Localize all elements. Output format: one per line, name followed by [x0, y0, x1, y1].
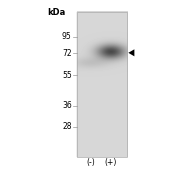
Text: (-): (-)	[86, 158, 95, 167]
Bar	[77, 12, 127, 157]
Bar	[77, 12, 127, 157]
Text: (+): (+)	[104, 158, 117, 167]
Text: 28: 28	[62, 122, 72, 131]
Text: 55: 55	[62, 70, 72, 80]
Text: 95: 95	[62, 32, 72, 41]
Text: 36: 36	[62, 101, 72, 110]
Polygon shape	[128, 49, 134, 56]
Text: 72: 72	[62, 49, 72, 58]
Text: kDa: kDa	[47, 8, 66, 17]
